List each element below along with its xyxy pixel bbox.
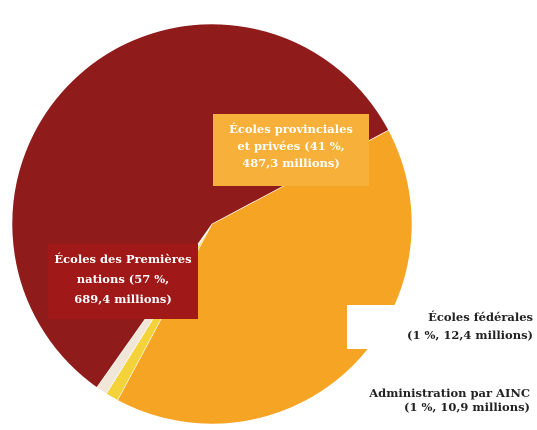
slice-label-first-nations: Écoles des Premières nations (57 %, 689,4 … (48, 244, 198, 319)
slice-label-line: Écoles fédérales (428, 310, 533, 324)
slice-label-backdrop-aiac (344, 385, 534, 421)
slice-label-line: 487,3 millions) (242, 156, 340, 170)
slice-label-line: (1 %, 10,9 millions) (404, 400, 530, 414)
slice-label-line: et privées (41 %, (237, 139, 344, 153)
slice-label-line: Écoles des Premières (54, 252, 191, 266)
pie-slice-provincial (117, 129, 413, 425)
slice-label-text-federal: Écoles fédérales (1 %, 12,4 millions) (407, 310, 533, 342)
slice-label-federal: Écoles fédérales (1 %, 12,4 millions) (347, 305, 537, 349)
slice-label-box-first-nations (48, 244, 198, 319)
slice-label-line: nations (57 %, (77, 272, 169, 286)
slice-label-text-first-nations: Écoles des Premières nations (57 %, 689,4 … (54, 252, 191, 306)
pie-slices (11, 23, 413, 425)
slice-label-aiac: Administration par AINC (1 %, 10,9 millio… (344, 385, 534, 421)
slice-label-box-provincial (213, 114, 369, 186)
slice-label-provincial: Écoles provinciales et privées (41 %, 487,… (213, 114, 369, 186)
slice-label-line: Écoles provinciales (229, 122, 353, 136)
pie-labels: Écoles provinciales et privées (41 %, 487,… (48, 114, 537, 421)
slice-label-text-aiac: Administration par AINC (1 %, 10,9 millio… (368, 386, 530, 414)
slice-label-backdrop-federal (347, 305, 537, 349)
slice-label-line: Administration par AINC (368, 386, 530, 400)
slice-label-line: 689,4 millions) (74, 292, 172, 306)
slice-label-line: (1 %, 12,4 millions) (407, 328, 533, 342)
slice-label-text-provincial: Écoles provinciales et privées (41 %, 487,… (229, 122, 353, 170)
